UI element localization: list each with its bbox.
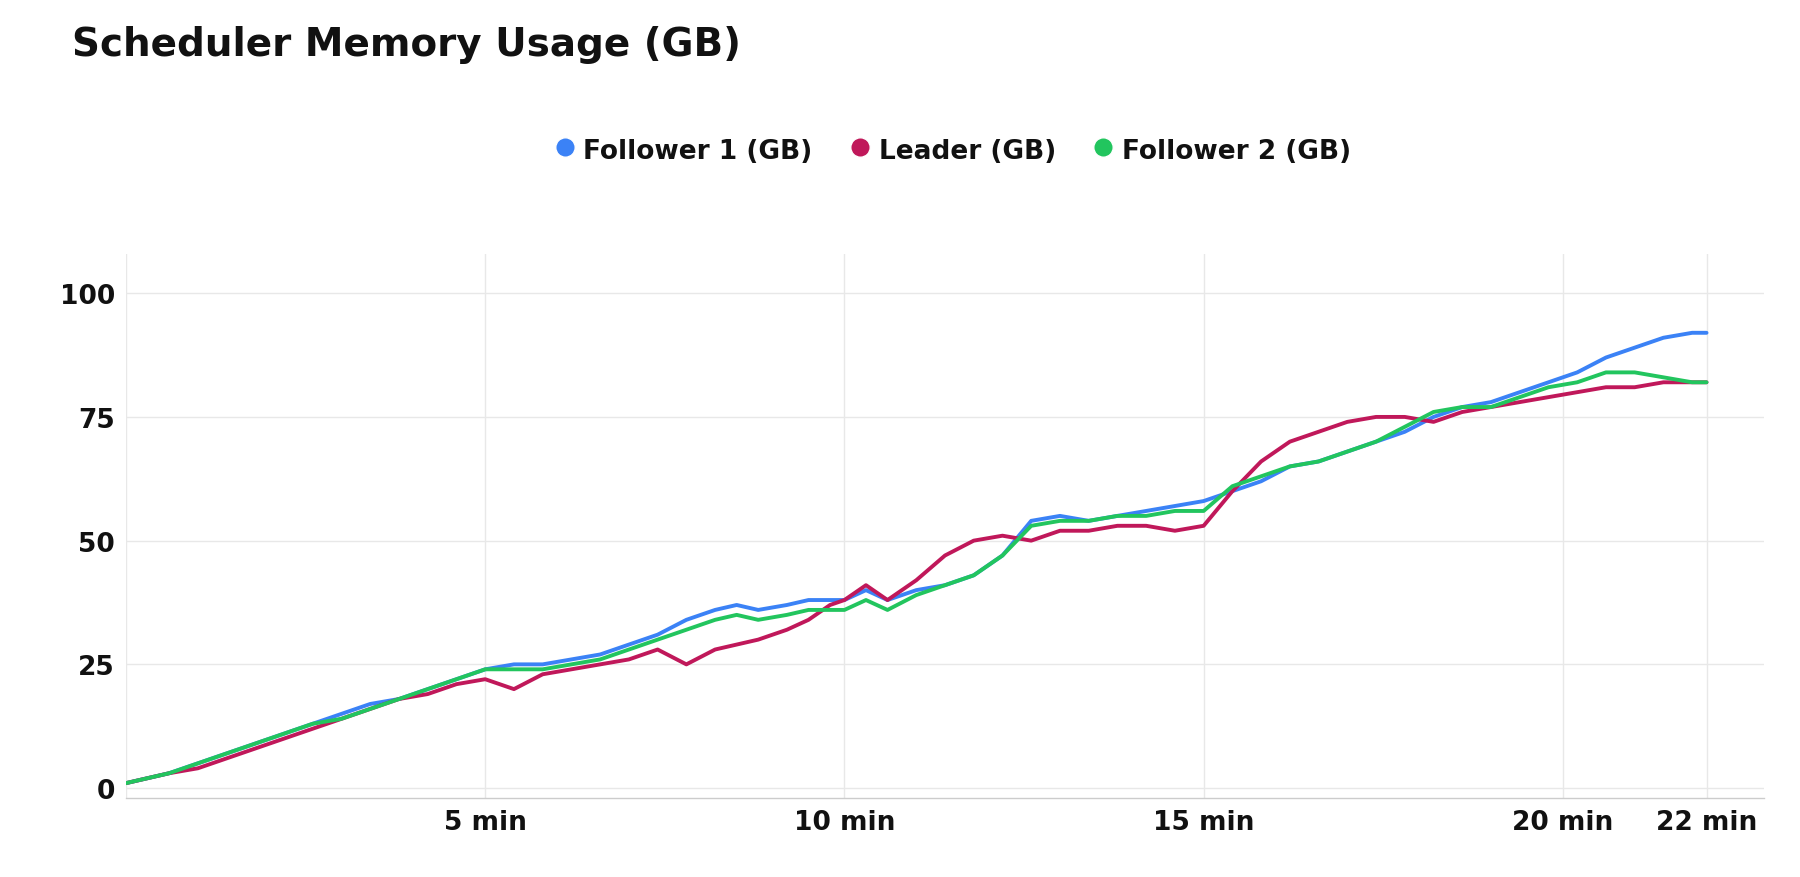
Line: Leader (GB): Leader (GB): [126, 383, 1706, 783]
Follower 1 (GB): [905, 585, 927, 595]
Follower 2 (GB): [274, 729, 295, 739]
Follower 1 (GB): [1251, 476, 1273, 487]
Follower 2 (GB): [531, 664, 553, 674]
Line: Follower 1 (GB): Follower 1 (GB): [126, 333, 1706, 783]
Follower 1 (GB): [1681, 328, 1703, 339]
Follower 2 (GB): [1595, 367, 1616, 378]
Text: Scheduler Memory Usage (GB): Scheduler Memory Usage (GB): [72, 26, 742, 64]
Leader (GB): [115, 778, 137, 788]
Leader (GB): [360, 704, 382, 715]
Legend: Follower 1 (GB), Leader (GB), Follower 2 (GB): Follower 1 (GB), Leader (GB), Follower 2…: [547, 127, 1361, 175]
Leader (GB): [1696, 378, 1717, 389]
Follower 1 (GB): [360, 699, 382, 709]
Follower 2 (GB): [1251, 472, 1273, 482]
Leader (GB): [531, 669, 553, 680]
Leader (GB): [158, 768, 180, 779]
Follower 2 (GB): [905, 590, 927, 601]
Follower 1 (GB): [1696, 328, 1717, 339]
Follower 1 (GB): [531, 660, 553, 670]
Line: Follower 2 (GB): Follower 2 (GB): [126, 373, 1706, 783]
Follower 2 (GB): [1696, 378, 1717, 389]
Follower 1 (GB): [158, 768, 180, 779]
Leader (GB): [1251, 457, 1273, 467]
Leader (GB): [1652, 378, 1674, 389]
Follower 2 (GB): [115, 778, 137, 788]
Follower 2 (GB): [360, 704, 382, 715]
Follower 2 (GB): [158, 768, 180, 779]
Follower 1 (GB): [115, 778, 137, 788]
Leader (GB): [905, 575, 927, 586]
Leader (GB): [274, 733, 295, 744]
Follower 1 (GB): [274, 729, 295, 739]
